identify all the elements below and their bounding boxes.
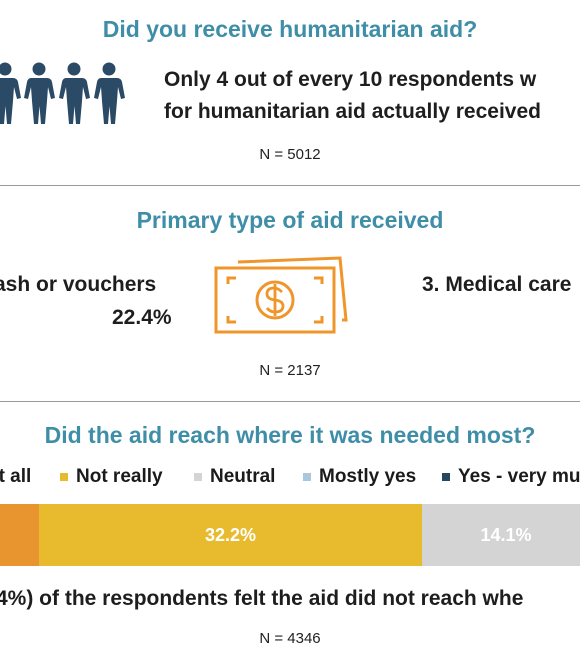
aid-type-3-label: 3. Medical care bbox=[422, 273, 572, 296]
legend-label: at all bbox=[0, 466, 32, 487]
divider bbox=[0, 185, 580, 186]
legend-label: Neutral bbox=[210, 466, 276, 487]
section1-n: N = 5012 bbox=[259, 146, 321, 163]
bar-segment-neutral: 14.1% bbox=[422, 504, 580, 566]
person-icon bbox=[94, 62, 125, 124]
legend-item-yes-very-much: Yes - very mu bbox=[442, 466, 580, 488]
divider bbox=[0, 401, 580, 402]
legend-swatch bbox=[303, 473, 311, 481]
legend-item-not-at-all: at all bbox=[0, 466, 31, 488]
legend-swatch bbox=[194, 473, 202, 481]
bar-segment-not-really: 32.2% bbox=[39, 504, 422, 566]
section2-title: Primary type of aid received bbox=[136, 207, 444, 233]
section1-line2: for humanitarian aid actually received bbox=[164, 100, 541, 123]
section3-n: N = 4346 bbox=[259, 630, 321, 647]
section1-title: Did you receive humanitarian aid? bbox=[102, 16, 478, 42]
legend-item-not-really: Not really bbox=[60, 466, 163, 488]
person-icon bbox=[59, 62, 90, 124]
person-icon bbox=[0, 62, 21, 124]
cash-icon bbox=[214, 256, 348, 334]
legend-swatch bbox=[60, 473, 68, 481]
bar-segment-not-at-all bbox=[0, 504, 39, 566]
legend-swatch bbox=[442, 473, 450, 481]
aid-type-2-percent: 22.4% bbox=[112, 306, 172, 329]
section1-line1: Only 4 out of every 10 respondents w bbox=[164, 68, 537, 91]
legend-label: Not really bbox=[76, 466, 163, 487]
legend-label: Yes - very mu bbox=[458, 466, 580, 487]
section3-summary: 4%) of the respondents felt the aid did … bbox=[0, 587, 524, 610]
legend-label: Mostly yes bbox=[319, 466, 417, 487]
bar-label: 32.2% bbox=[204, 524, 257, 545]
people-icon-group bbox=[0, 62, 125, 124]
aid-type-2-label: ash or vouchers bbox=[0, 273, 157, 296]
person-icon bbox=[24, 62, 55, 124]
legend-item-mostly-yes: Mostly yes bbox=[303, 466, 416, 488]
bar-label: 14.1% bbox=[480, 524, 532, 545]
section3-title: Did the aid reach where it was needed mo… bbox=[44, 422, 536, 448]
section2-n: N = 2137 bbox=[259, 362, 321, 379]
legend-item-neutral: Neutral bbox=[194, 466, 275, 488]
